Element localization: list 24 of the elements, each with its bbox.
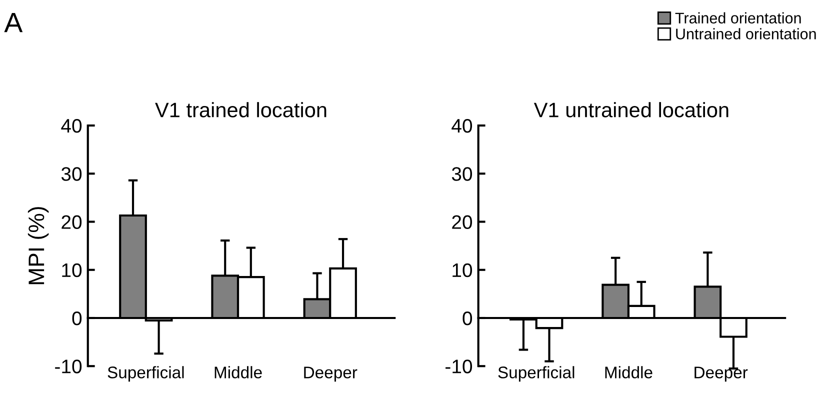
y-axis-title: MPI (%) bbox=[28, 207, 49, 284]
x-tick-label: Deeper bbox=[694, 366, 748, 382]
y-tick-label: 10 bbox=[62, 263, 82, 278]
text: A bbox=[4, 13, 23, 32]
y-tick-label: 40 bbox=[61, 118, 82, 133]
x-tick-label: Deeper bbox=[304, 366, 358, 382]
chart-title: V1 trained location bbox=[155, 102, 326, 118]
y-tick-label: -10 bbox=[446, 360, 472, 374]
y-tick-label: 20 bbox=[452, 215, 472, 229]
x-tick-label: Superficial bbox=[108, 366, 184, 382]
y-tick-label: 0 bbox=[72, 311, 82, 326]
x-tick-label: Middle bbox=[214, 366, 262, 378]
x-tick-label: Middle bbox=[605, 366, 652, 378]
y-tick-label: 30 bbox=[452, 167, 472, 181]
y-tick-label: 30 bbox=[61, 167, 82, 181]
y-tick-label: 10 bbox=[452, 263, 472, 278]
y-tick-label: 40 bbox=[452, 118, 472, 133]
y-tick-label: -10 bbox=[55, 360, 82, 374]
y-tick-label: 0 bbox=[462, 311, 472, 326]
x-tick-label: Superficial bbox=[498, 366, 574, 382]
legend-label: Trained orientation bbox=[675, 12, 801, 24]
y-tick-label: 20 bbox=[62, 215, 82, 229]
legend-label: Untrained orientation bbox=[676, 28, 816, 40]
chart-title: V1 untrained location bbox=[534, 102, 728, 118]
